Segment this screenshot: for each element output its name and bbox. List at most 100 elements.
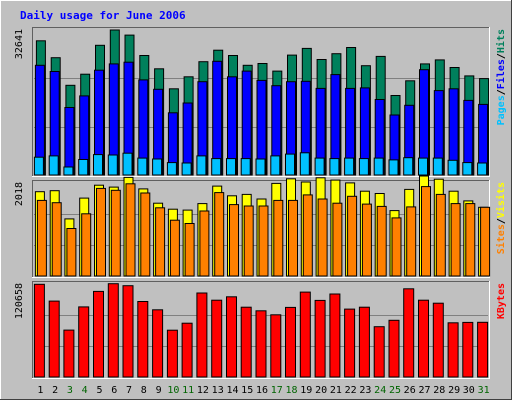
- bar-sites-day-29: [450, 203, 461, 277]
- series-label-part-1: /: [496, 89, 507, 95]
- bar-kbytes-day-1: [33, 283, 45, 378]
- day-label-24: 24: [374, 385, 386, 396]
- bar-sites-day-20: [317, 198, 328, 277]
- bar-pages-day-28: [432, 157, 443, 176]
- bar-pages-day-6: [107, 154, 118, 176]
- bar-sites-day-3: [66, 228, 77, 277]
- day-label-16: 16: [256, 385, 268, 396]
- bar-pages-day-27: [418, 157, 428, 176]
- series-label-part-3: /: [496, 53, 507, 59]
- bar-kbytes-day-30: [462, 321, 474, 378]
- bar-pages-day-17: [270, 155, 281, 176]
- ymax-label-kbytes: 120658: [14, 283, 25, 319]
- bar-pages-day-21: [329, 158, 340, 176]
- bar-pages-day-24: [373, 157, 384, 176]
- day-label-2: 2: [52, 385, 58, 396]
- bar-sites-day-19: [302, 194, 313, 277]
- bar-kbytes-day-9: [152, 309, 164, 378]
- bar-kbytes-day-5: [93, 290, 104, 378]
- bar-kbytes-day-22: [344, 308, 356, 378]
- bar-sites-day-7: [125, 183, 136, 277]
- bar-pages-day-14: [226, 158, 236, 176]
- bar-pages-day-30: [462, 162, 473, 176]
- bar-kbytes-day-17: [270, 314, 282, 378]
- bar-pages-day-3: [63, 166, 74, 176]
- bar-pages-day-26: [403, 157, 414, 176]
- day-label-12: 12: [197, 385, 209, 396]
- day-label-20: 20: [315, 385, 327, 396]
- bar-kbytes-day-18: [285, 306, 296, 378]
- day-label-21: 21: [330, 385, 342, 396]
- bar-kbytes-day-7: [122, 285, 134, 378]
- series-label-visits-sites: Sites/Visits: [495, 182, 507, 254]
- day-label-31: 31: [478, 385, 490, 396]
- day-label-11: 11: [182, 385, 194, 396]
- bar-sites-day-24: [376, 205, 387, 277]
- bar-pages-day-11: [181, 162, 192, 176]
- bar-kbytes-day-14: [226, 296, 237, 378]
- day-label-3: 3: [67, 385, 73, 396]
- bar-sites-day-8: [140, 192, 151, 277]
- bar-kbytes-day-21: [329, 293, 341, 378]
- bar-pages-day-23: [358, 158, 369, 176]
- bar-pages-day-22: [344, 157, 355, 176]
- bar-kbytes-day-26: [403, 288, 415, 378]
- bar-sites-day-31: [480, 206, 491, 277]
- bar-sites-day-6: [110, 189, 121, 277]
- day-label-30: 30: [463, 385, 475, 396]
- day-label-9: 9: [156, 385, 162, 396]
- bar-sites-day-16: [258, 205, 269, 277]
- bar-kbytes-day-3: [63, 329, 75, 378]
- bar-kbytes-day-8: [137, 301, 149, 378]
- bar-kbytes-day-12: [196, 292, 208, 378]
- bar-kbytes-day-10: [166, 329, 178, 378]
- bar-kbytes-day-29: [447, 322, 459, 378]
- day-label-13: 13: [212, 385, 224, 396]
- bar-kbytes-day-16: [255, 310, 267, 378]
- bar-sites-day-25: [391, 217, 402, 277]
- bar-sites-day-11: [184, 223, 195, 277]
- chart-title: Daily usage for June 2006: [20, 9, 186, 22]
- bar-kbytes-day-24: [373, 326, 385, 378]
- bar-pages-day-2: [48, 155, 59, 176]
- bar-kbytes-day-20: [314, 299, 326, 378]
- bar-kbytes-day-27: [418, 299, 429, 378]
- bar-kbytes-day-4: [78, 306, 90, 378]
- series-label-part-4: Hits: [495, 29, 507, 53]
- bar-pages-day-25: [388, 159, 399, 176]
- series-label-part-2: Files: [495, 59, 507, 89]
- bar-pages-day-8: [137, 157, 148, 176]
- bar-sites-day-28: [435, 193, 446, 277]
- bar-pages-day-15: [240, 158, 251, 176]
- bar-sites-day-13: [214, 192, 225, 277]
- bar-sites-day-21: [332, 202, 343, 277]
- bar-sites-day-26: [406, 206, 417, 277]
- bar-sites-day-15: [243, 205, 254, 277]
- day-label-14: 14: [226, 385, 238, 396]
- day-label-8: 8: [141, 385, 147, 396]
- day-label-1: 1: [37, 385, 43, 396]
- bar-pages-day-1: [33, 156, 44, 176]
- bar-sites-day-1: [36, 199, 47, 277]
- series-label-part-0: KBytes: [496, 283, 507, 319]
- day-label-19: 19: [300, 385, 312, 396]
- day-label-29: 29: [448, 385, 460, 396]
- bar-pages-day-7: [122, 152, 133, 176]
- day-label-22: 22: [345, 385, 357, 396]
- day-label-26: 26: [404, 385, 416, 396]
- bar-sites-day-27: [421, 186, 431, 277]
- series-label-part-0: Sites: [495, 224, 507, 254]
- bar-pages-day-29: [447, 159, 458, 176]
- day-label-18: 18: [285, 385, 297, 396]
- bar-pages-day-12: [196, 155, 207, 176]
- bar-sites-day-12: [199, 210, 210, 277]
- bar-kbytes-day-19: [299, 291, 311, 378]
- bar-kbytes-day-23: [358, 306, 370, 378]
- day-label-6: 6: [111, 385, 117, 396]
- series-label-part-0: Pages: [496, 95, 507, 125]
- series-label-part-2: Visits: [495, 182, 507, 218]
- day-label-15: 15: [241, 385, 253, 396]
- bar-kbytes-day-28: [432, 302, 444, 378]
- bar-pages-day-19: [299, 152, 310, 176]
